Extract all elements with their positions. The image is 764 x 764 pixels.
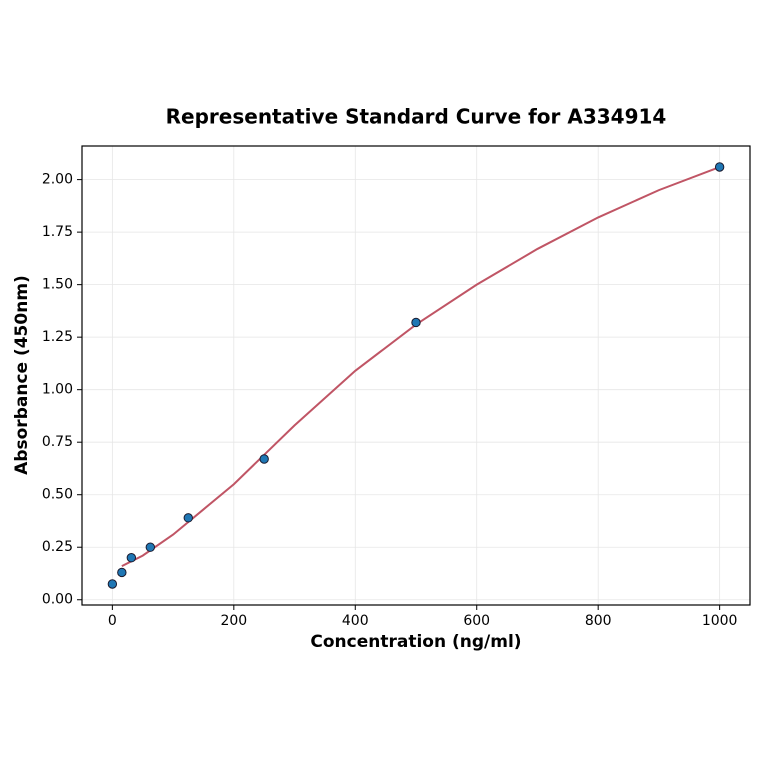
data-point [145,542,156,552]
x-tick-label: 0 [108,613,117,629]
data-point [107,579,118,589]
chart-title: Representative Standard Curve for A33491… [166,105,667,129]
x-tick-label: 200 [220,613,247,629]
data-point [126,553,137,563]
data-point [117,567,127,578]
fit-curve [121,166,720,568]
y-tick-label: 1.25 [42,329,73,345]
data-point [714,162,725,172]
y-tick-label: 2.00 [42,172,73,188]
data-point [411,317,421,328]
x-tick-label: 1000 [702,613,738,629]
y-tick-label: 0.25 [42,539,73,555]
data-point [259,454,269,464]
x-axis-label: Concentration (ng/ml) [310,632,521,652]
x-tick-label: 400 [342,613,369,629]
y-tick-label: 0.50 [42,487,73,503]
data-point [183,513,193,523]
y-tick-label: 0.75 [42,434,73,450]
y-tick-label: 1.75 [42,224,73,240]
y-tick-label: 1.50 [42,277,73,293]
y-tick-label: 1.00 [42,382,73,398]
y-axis-label: Absorbance (450nm) [12,275,32,475]
x-tick-label: 800 [585,613,612,629]
plot-frame [81,145,751,606]
x-tick-label: 600 [463,613,490,629]
y-tick-label: 0.00 [42,592,73,608]
